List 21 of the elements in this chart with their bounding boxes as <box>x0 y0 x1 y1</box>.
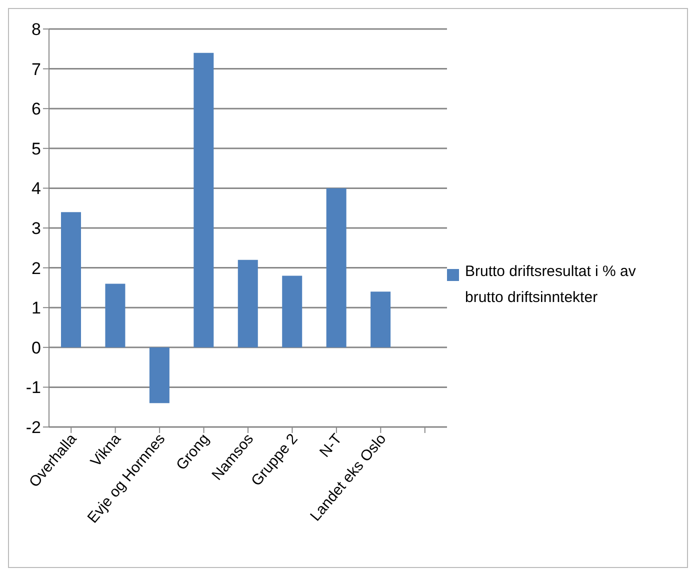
legend-label: Brutto driftsresultat i % av brutto driftsinntekter <box>465 262 637 308</box>
y-tick-label: 4 <box>32 179 41 198</box>
y-tick-label: 5 <box>32 139 41 158</box>
bar <box>370 292 391 348</box>
bar <box>326 188 346 348</box>
bar <box>194 52 214 348</box>
y-tick-label: 3 <box>32 219 41 238</box>
bar <box>105 284 126 348</box>
y-tick-label: 0 <box>32 338 41 358</box>
y-tick-label: -1 <box>26 378 41 398</box>
y-tick-label: 1 <box>32 298 41 318</box>
bar <box>282 276 302 348</box>
bar <box>149 347 170 404</box>
y-tick-label: 6 <box>32 100 41 119</box>
y-tick-label: 7 <box>32 60 41 79</box>
x-tick-label: N-T <box>316 430 346 461</box>
y-tick-label: 8 <box>32 20 41 40</box>
bar <box>238 260 258 348</box>
bar <box>61 212 81 348</box>
y-tick-label: -2 <box>26 418 41 438</box>
y-tick-label: 2 <box>32 258 41 278</box>
